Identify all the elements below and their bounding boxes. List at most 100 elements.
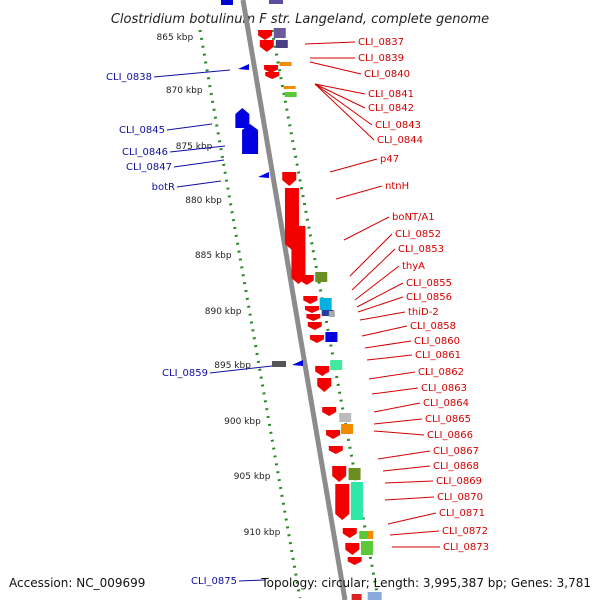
gene-block (325, 332, 338, 342)
gene-label-right[interactable]: CLI_0853 (398, 244, 444, 255)
right-connector (384, 496, 435, 501)
gene-label-right[interactable]: CLI_0856 (406, 292, 452, 303)
gene-label-right[interactable]: CLI_0867 (433, 446, 479, 457)
gene-arrow-reverse (235, 108, 250, 128)
scale-tick-label: 895 kbp (214, 361, 251, 371)
gene-label-right[interactable]: CLI_0868 (433, 461, 479, 472)
gene-arrow (342, 528, 357, 538)
left-connector (166, 123, 213, 131)
gene-arrow (345, 543, 360, 555)
gene-marker (238, 64, 249, 70)
gene-label-right[interactable]: CLI_0863 (421, 383, 467, 394)
gene-block (367, 592, 382, 600)
gene-label-right[interactable]: thyA (402, 261, 425, 272)
gene-label-left[interactable]: CLI_0846 (122, 147, 168, 158)
scale-tick-label: 905 kbp (234, 472, 271, 482)
right-connector (335, 185, 383, 200)
gene-block (279, 62, 292, 66)
gene-label-right[interactable]: CLI_0842 (368, 103, 414, 114)
gene-label-right[interactable]: ntnH (385, 181, 409, 192)
gene-arrow (332, 466, 347, 482)
left-connector (169, 145, 226, 153)
right-connector (361, 325, 408, 337)
gene-arrow (326, 430, 341, 439)
right-connector (377, 450, 431, 460)
right-connector (351, 248, 396, 291)
gene-label-right[interactable]: CLI_0864 (423, 398, 469, 409)
right-connector (329, 158, 378, 173)
topology-text: Topology: circular; Length: 3,995,387 bp… (260, 576, 591, 590)
gene-arrow (258, 30, 273, 40)
gene-label-right[interactable]: CLI_0844 (377, 135, 423, 146)
gene-label-right[interactable]: CLI_0837 (358, 37, 404, 48)
gene-label-right[interactable]: CLI_0861 (415, 350, 461, 361)
scale-tick-label: 875 kbp (176, 142, 213, 152)
scale-tick-label: 870 kbp (166, 86, 203, 96)
gene-block (348, 468, 361, 480)
right-connector (373, 430, 425, 436)
gene-label-left[interactable]: CLI_0838 (106, 72, 152, 83)
gene-label-right[interactable]: CLI_0869 (436, 476, 482, 487)
gene-label-right[interactable]: CLI_0862 (418, 367, 464, 378)
gene-label-right[interactable]: CLI_0873 (443, 542, 489, 553)
right-connector (384, 480, 434, 484)
right-connector (314, 83, 366, 95)
right-connector (368, 371, 416, 380)
gene-block (319, 298, 332, 310)
gene-marker (292, 360, 303, 366)
right-connector (314, 83, 375, 141)
gene-label-right[interactable]: CLI_0852 (395, 229, 441, 240)
right-gene-labels: CLI_0837 CLI_0839 CLI_0840 CLI_0841 CLI_0842… (358, 37, 489, 553)
gene-arrow-reverse (242, 124, 259, 154)
gene-label-right[interactable]: thiD-2 (408, 307, 439, 318)
gene-label-right[interactable]: CLI_0841 (368, 89, 414, 100)
right-connector (354, 265, 400, 301)
gene-label-right[interactable]: CLI_0843 (375, 120, 421, 131)
gene-label-right[interactable]: CLI_0872 (442, 526, 488, 537)
left-connector (153, 69, 231, 78)
left-gene-labels: CLI_0838 CLI_0845 CLI_0846 CLI_0847 botR CLI_… (106, 72, 237, 587)
gene-arrow (264, 65, 279, 73)
right-connector (309, 61, 362, 75)
scale-tick-label: 900 kbp (224, 417, 261, 427)
gene-arrow (282, 172, 297, 186)
gene-label-right[interactable]: CLI_0858 (410, 321, 456, 332)
gene-arrow (307, 322, 322, 330)
gene-block (350, 482, 363, 520)
gene-label-right[interactable]: CLI_0870 (437, 492, 483, 503)
gene-block (221, 0, 233, 5)
gene-label-right[interactable]: CLI_0866 (427, 430, 473, 441)
gene-arrow (303, 296, 318, 304)
gene-label-left[interactable]: CLI_0875 (191, 576, 237, 587)
gene-marker (258, 172, 269, 178)
gene-arrow (259, 40, 274, 52)
left-connector (238, 579, 266, 582)
gene-label-right[interactable]: CLI_0840 (364, 69, 410, 80)
left-connector (209, 365, 273, 374)
gene-label-right[interactable]: CLI_0839 (358, 53, 404, 64)
gene-label-left[interactable]: CLI_0859 (162, 368, 208, 379)
gene-label-right[interactable]: CLI_0860 (414, 336, 460, 347)
scale-tick-label: 865 kbp (157, 33, 194, 43)
gene-label-right[interactable]: CLI_0871 (439, 508, 485, 519)
right-connector (371, 387, 419, 395)
gene-arrow (309, 335, 324, 343)
gene-block (359, 531, 372, 539)
gene-arrow (328, 446, 343, 454)
gene-label-right[interactable]: boNT/A1 (392, 212, 435, 223)
gene-label-right[interactable]: CLI_0855 (406, 278, 452, 289)
gene-block (272, 361, 286, 367)
right-connector (366, 354, 413, 361)
gene-arrow (335, 484, 350, 520)
gene-block (367, 531, 374, 539)
gene-label-left[interactable]: CLI_0845 (119, 125, 165, 136)
gene-label-right[interactable]: p47 (380, 154, 399, 165)
gene-block (284, 92, 297, 97)
gene-label-left[interactable]: botR (152, 182, 175, 193)
gene-arrow (305, 306, 320, 313)
scale-tick-label: 910 kbp (244, 528, 281, 538)
gene-label-left[interactable]: CLI_0847 (126, 162, 172, 173)
gene-label-right[interactable]: CLI_0865 (425, 414, 471, 425)
gene-block (283, 86, 296, 89)
